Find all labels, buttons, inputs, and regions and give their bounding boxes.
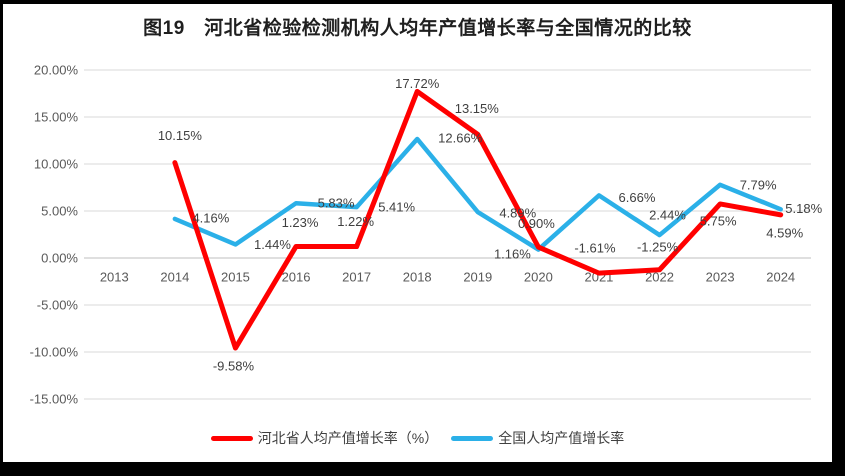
data-label-hebei: 4.59% (766, 225, 803, 240)
data-label-hebei: 10.15% (158, 128, 203, 143)
x-tick-label: 2018 (403, 270, 432, 285)
data-label-national: 1.44% (254, 237, 291, 252)
y-tick-label: 10.00% (34, 157, 79, 172)
data-label-national: 5.83% (318, 196, 355, 211)
data-label-national: 5.41% (378, 200, 415, 215)
y-tick-label: -5.00% (37, 298, 79, 313)
series-line-national (172, 136, 783, 252)
data-label-national: 6.66% (619, 190, 656, 205)
x-tick-label: 2014 (160, 270, 189, 285)
hebei-series-swatch (210, 435, 253, 441)
y-tick-label: 15.00% (34, 110, 79, 125)
y-tick-label: -15.00% (30, 392, 79, 407)
data-label-hebei: -1.25% (637, 239, 679, 254)
x-tick-label: 2024 (766, 270, 795, 285)
x-tick-label: 2020 (524, 270, 553, 285)
y-tick-label: -10.00% (30, 345, 79, 360)
data-label-hebei: 1.16% (494, 247, 531, 262)
x-tick-label: 2016 (282, 270, 311, 285)
data-label-national: 0.90% (518, 216, 555, 231)
data-label-hebei: 5.75% (700, 213, 737, 228)
national-series-label: 全国人均产值增长率 (498, 430, 625, 446)
data-label-national: 7.79% (740, 177, 777, 192)
data-label-national: 4.89% (499, 206, 536, 221)
x-tick-label: 2017 (342, 270, 371, 285)
y-tick-label: 5.00% (41, 204, 78, 219)
data-label-hebei: 17.72% (395, 76, 440, 91)
x-tick-label: 2023 (706, 270, 735, 285)
national-series-swatch (451, 435, 494, 441)
x-tick-label: 2019 (463, 270, 492, 285)
x-tick-label: 2022 (645, 270, 674, 285)
chart-title: 图19 河北省检验检测机构人均年产值增长率与全国情况的比较 (143, 18, 692, 39)
legend-item-hebei: 河北省人均产值增长率（%） (210, 428, 439, 448)
legend: 河北省人均产值增长率（%） 全国人均产值增长率 (3, 428, 832, 448)
data-label-hebei: -1.61% (574, 241, 616, 256)
data-label-national: 12.66% (438, 130, 483, 145)
data-label-hebei: 1.23% (282, 215, 319, 230)
data-label-hebei: -9.58% (213, 359, 255, 374)
y-tick-label: 20.00% (34, 63, 79, 78)
data-label-hebei: 1.22% (337, 214, 374, 229)
data-label-hebei: 13.15% (455, 101, 500, 116)
x-tick-label: 2015 (221, 270, 250, 285)
data-label-national: 4.16% (192, 210, 229, 225)
y-tick-label: 0.00% (41, 251, 78, 266)
data-label-national: 2.44% (649, 208, 686, 223)
legend-item-national: 全国人均产值增长率 (451, 428, 624, 448)
x-tick-label: 2013 (100, 270, 129, 285)
hebei-series-label: 河北省人均产值增长率（%） (257, 430, 439, 446)
data-label-national: 5.18% (785, 201, 822, 216)
series-line-hebei (172, 88, 784, 351)
